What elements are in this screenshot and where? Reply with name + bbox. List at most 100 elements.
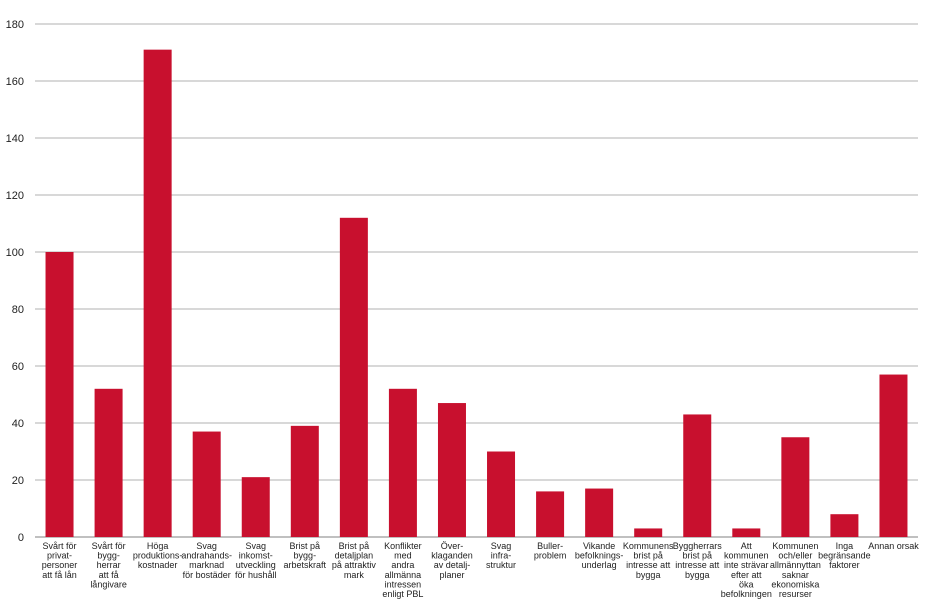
- category-labels: Svårt för privat-personer att få lånSvårt …: [42, 541, 919, 599]
- category-label-line: planer: [439, 570, 464, 580]
- category-label-line: andrahands-: [181, 551, 232, 561]
- category-label-line: att få lån: [42, 570, 77, 580]
- category-label-line: bygga: [685, 570, 710, 580]
- category-label-8: Konflikter med andra allmänna intressen enlig…: [382, 541, 423, 599]
- category-label-line: kommunen: [724, 551, 769, 561]
- category-label-line: befolkningen: [721, 589, 772, 599]
- category-label-line: intresse att: [675, 560, 720, 570]
- category-label-12: Vikande befolknings-underlag: [575, 541, 624, 570]
- category-label-line: privat-: [47, 551, 72, 561]
- category-label-line: Brist på: [339, 541, 370, 551]
- category-label-4: Svag andrahands-marknad för bostäder: [181, 541, 232, 580]
- bar-15: [732, 528, 761, 537]
- category-label-2: Svårt för bygg-herrar att få långivare: [90, 541, 127, 589]
- category-label-line: begränsande: [818, 551, 871, 561]
- category-label-line: andra: [391, 560, 414, 570]
- category-label-3: Höga produktions-kostnader: [133, 541, 183, 570]
- bar-5: [241, 477, 270, 537]
- bar-1: [45, 252, 74, 537]
- category-label-line: Byggherrars: [673, 541, 723, 551]
- y-tick-labels: 0 20 40 60 80 100 120 140 160 180: [6, 19, 24, 544]
- category-label-11: Buller-problem: [534, 541, 567, 561]
- category-label-line: saknar: [782, 570, 809, 580]
- category-label-line: av detalj-: [434, 560, 471, 570]
- bar-11: [536, 491, 565, 537]
- category-label-line: arbetskraft: [284, 560, 327, 570]
- category-label-line: mark: [344, 570, 364, 580]
- category-label-line: Inga: [836, 541, 854, 551]
- y-tick-label: 180: [6, 19, 24, 31]
- bar-10: [487, 451, 516, 537]
- category-label-line: Svag: [245, 541, 266, 551]
- category-label-line: Annan orsak: [868, 541, 919, 551]
- category-label-1: Svårt för privat-personer att få lån: [42, 541, 78, 580]
- y-tick-label: 100: [6, 247, 24, 259]
- category-label-line: underlag: [582, 560, 617, 570]
- category-label-line: Konflikter: [384, 541, 422, 551]
- category-label-line: allmänna: [385, 570, 422, 580]
- category-label-line: allmännyttan: [770, 560, 821, 570]
- bar-8: [388, 388, 417, 537]
- category-label-line: marknad: [189, 560, 224, 570]
- category-label-line: med: [394, 551, 412, 561]
- bars: [45, 49, 908, 538]
- bar-2: [94, 388, 123, 537]
- category-label-line: Kommunens: [623, 541, 674, 551]
- category-label-line: personer: [42, 560, 78, 570]
- category-label-6: Brist på bygg-arbetskraft: [284, 541, 327, 570]
- bar-7: [339, 217, 368, 538]
- bar-6: [290, 425, 319, 537]
- category-label-line: Svårt för: [92, 541, 126, 551]
- category-label-line: efter att: [731, 570, 762, 580]
- category-label-14: Byggherrars brist på intresse att bygga: [673, 541, 723, 580]
- y-tick-label: 60: [12, 361, 24, 373]
- bar-9: [437, 403, 466, 537]
- category-label-line: Vikande: [583, 541, 615, 551]
- category-label-line: Att: [741, 541, 753, 551]
- bar-12: [585, 488, 614, 537]
- category-label-line: bygg-: [294, 551, 317, 561]
- category-label-7: Brist på detaljplan på attraktiv mark: [332, 541, 377, 580]
- category-label-9: Över-klaganden av detalj-planer: [431, 541, 473, 580]
- y-tick-label: 0: [18, 532, 24, 544]
- category-label-line: kostnader: [138, 560, 178, 570]
- category-label-line: öka: [739, 579, 754, 589]
- category-label-15: Att kommunen inte strävar efter att öka befol…: [721, 541, 772, 599]
- category-label-line: intresse att: [626, 560, 671, 570]
- category-label-line: bygg-: [97, 551, 120, 561]
- category-label-line: och/eller: [778, 551, 812, 561]
- category-label-line: infra-: [491, 551, 512, 561]
- category-label-10: Svag infra-struktur: [486, 541, 516, 570]
- y-tick-label: 140: [6, 133, 24, 145]
- bar-4: [192, 431, 221, 537]
- category-label-line: struktur: [486, 560, 516, 570]
- category-label-line: Kommunen: [772, 541, 818, 551]
- category-label-17: Inga begränsande faktorer: [818, 541, 871, 570]
- category-label-5: Svag inkomst-utveckling för hushåll: [235, 541, 277, 580]
- bar-13: [634, 528, 663, 537]
- category-label-line: inkomst-: [239, 551, 273, 561]
- category-label-line: inte strävar: [724, 560, 769, 570]
- category-label-line: detaljplan: [335, 551, 374, 561]
- category-label-line: produktions-: [133, 551, 183, 561]
- category-label-18: Annan orsak: [868, 541, 919, 551]
- category-label-line: Svag: [196, 541, 217, 551]
- category-label-line: klaganden: [431, 551, 473, 561]
- category-label-line: intressen: [385, 579, 422, 589]
- category-label-line: herrar: [97, 560, 121, 570]
- category-label-line: Brist på: [290, 541, 321, 551]
- bar-18: [879, 374, 908, 537]
- y-grid: [35, 23, 918, 538]
- category-label-line: utveckling: [236, 560, 276, 570]
- category-label-line: för bostäder: [183, 570, 231, 580]
- category-label-line: faktorer: [829, 560, 860, 570]
- category-label-line: brist på: [682, 551, 712, 561]
- category-label-line: befolknings-: [575, 551, 624, 561]
- category-label-line: Svårt för: [43, 541, 77, 551]
- category-label-13: Kommunens brist på intresse att bygga: [623, 541, 674, 580]
- category-label-line: bygga: [636, 570, 661, 580]
- category-label-line: Över-: [441, 541, 464, 551]
- category-label-line: problem: [534, 551, 567, 561]
- category-label-line: Svag: [491, 541, 512, 551]
- y-tick-label: 160: [6, 76, 24, 88]
